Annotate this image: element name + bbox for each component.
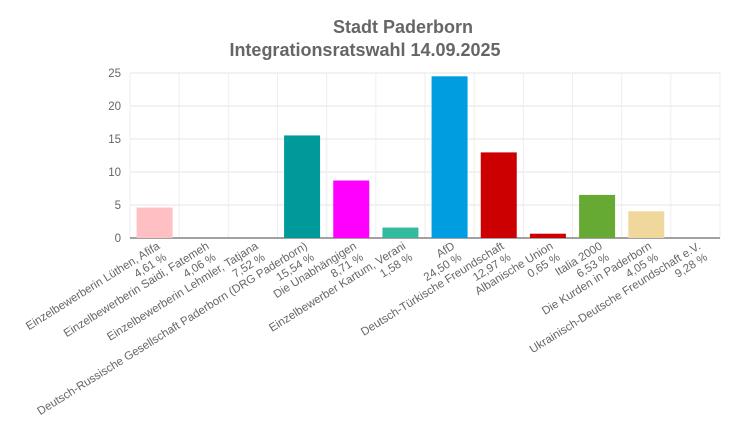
chart-title: Stadt Paderborn	[333, 17, 473, 37]
bar	[136, 207, 173, 238]
bar	[529, 233, 566, 238]
bar	[333, 180, 370, 238]
y-tick-label: 0	[115, 233, 121, 245]
bar	[579, 194, 616, 238]
bar	[431, 76, 468, 238]
bar	[382, 227, 419, 238]
y-tick-label: 20	[108, 101, 121, 113]
bar	[284, 135, 321, 238]
x-tick-label-group: Einzelbewerberin Lüthen, Afifa4,61 %	[24, 240, 170, 344]
bar	[628, 211, 665, 238]
y-tick-label: 5	[115, 200, 121, 212]
y-tick-label: 15	[108, 134, 121, 146]
y-tick-label: 10	[108, 167, 121, 179]
bar	[480, 152, 517, 238]
chart-subtitle: Integrationsratswahl 14.09.2025	[229, 40, 500, 60]
y-tick-label: 25	[108, 68, 121, 80]
x-tick-label: Einzelbewerberin Lüthen, Afifa4,61 %	[24, 240, 170, 344]
